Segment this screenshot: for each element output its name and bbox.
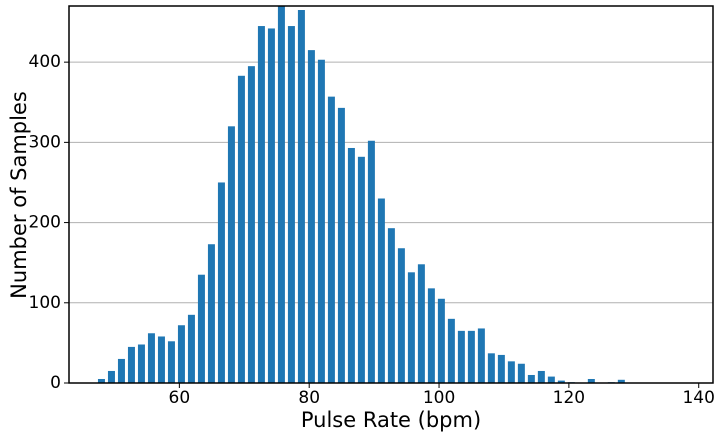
bar bbox=[587, 378, 595, 383]
bar bbox=[367, 140, 375, 383]
bar bbox=[97, 378, 105, 383]
bar bbox=[247, 66, 255, 383]
bar bbox=[537, 370, 545, 383]
bar bbox=[347, 147, 355, 383]
bar bbox=[387, 228, 395, 383]
bar bbox=[147, 333, 155, 383]
x-tick-label: 80 bbox=[298, 388, 320, 408]
x-tick-label: 100 bbox=[423, 388, 455, 408]
bar bbox=[117, 358, 125, 383]
bar bbox=[217, 182, 225, 383]
bar bbox=[287, 26, 295, 383]
bar bbox=[527, 374, 535, 383]
bar bbox=[307, 50, 315, 384]
bar bbox=[277, 6, 285, 383]
bar bbox=[317, 59, 325, 383]
bar bbox=[437, 298, 445, 383]
plot-frame bbox=[68, 5, 714, 384]
bar bbox=[507, 361, 515, 383]
bar bbox=[157, 336, 165, 383]
y-axis-label: Number of Samples bbox=[7, 91, 31, 299]
bar bbox=[337, 107, 345, 384]
x-axis-label: Pulse Rate (bpm) bbox=[301, 408, 481, 432]
y-tick-label: 100 bbox=[29, 293, 61, 313]
bar bbox=[197, 274, 205, 383]
bar bbox=[237, 75, 245, 384]
bar bbox=[397, 248, 405, 383]
y-tick-label: 400 bbox=[29, 52, 61, 72]
bar bbox=[407, 272, 415, 383]
bar bbox=[427, 288, 435, 383]
bar bbox=[137, 344, 145, 383]
bar bbox=[127, 346, 135, 383]
bar bbox=[327, 96, 335, 383]
bar bbox=[177, 325, 185, 383]
bar bbox=[357, 156, 365, 383]
bar bbox=[207, 244, 215, 383]
bar bbox=[557, 380, 565, 383]
bar bbox=[257, 26, 265, 383]
bar bbox=[467, 330, 475, 383]
x-tick-label: 140 bbox=[682, 388, 714, 408]
y-tick-label: 300 bbox=[29, 132, 61, 152]
bar bbox=[107, 370, 115, 383]
bar bbox=[187, 314, 195, 383]
x-tick-label: 60 bbox=[169, 388, 191, 408]
bar bbox=[297, 10, 305, 383]
bar bbox=[547, 376, 555, 383]
bar bbox=[447, 318, 455, 383]
bar bbox=[477, 328, 485, 383]
bar bbox=[267, 28, 275, 384]
y-tick-label: 200 bbox=[29, 213, 61, 233]
bar bbox=[517, 363, 525, 383]
bar bbox=[457, 330, 465, 383]
bar bbox=[617, 379, 625, 383]
x-tick-label: 120 bbox=[553, 388, 585, 408]
y-tick-label: 0 bbox=[50, 373, 61, 393]
bar bbox=[227, 126, 235, 383]
bar bbox=[377, 198, 385, 383]
bar bbox=[497, 354, 505, 383]
bar bbox=[417, 264, 425, 383]
bar bbox=[167, 341, 175, 383]
bar bbox=[487, 353, 495, 383]
